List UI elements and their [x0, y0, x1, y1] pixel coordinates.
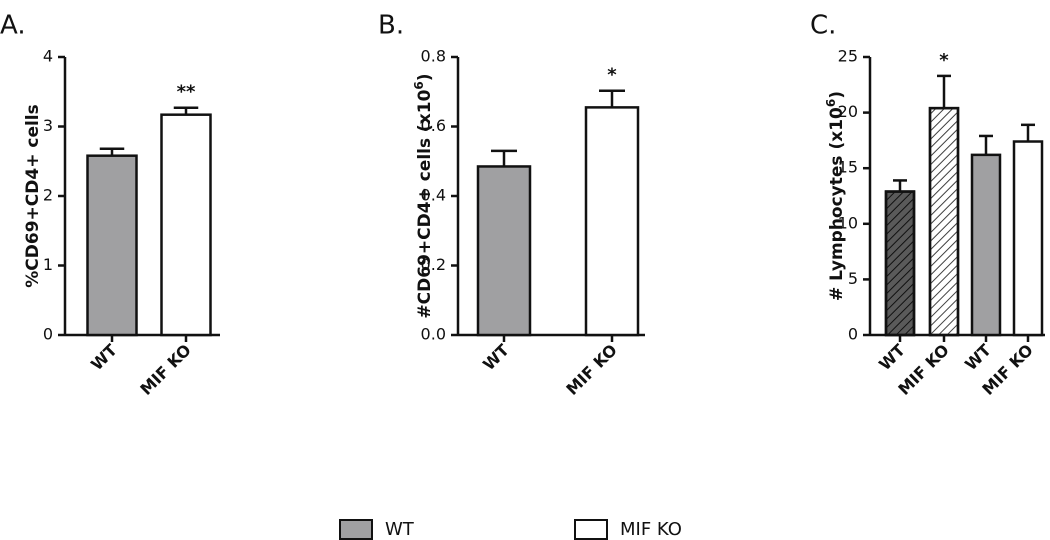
legend-swatch	[574, 519, 608, 540]
y-tick-label: 15	[838, 158, 858, 177]
y-tick-label: 0.2	[421, 255, 446, 274]
panel-label: B.	[378, 11, 404, 41]
y-axis-label-text: %CD69+CD4+ cells	[23, 104, 43, 287]
y-tick-label: 5	[848, 269, 858, 288]
significance-label: **	[177, 82, 196, 103]
x-tick-label: MIF KO	[136, 340, 194, 398]
legend-swatch	[339, 519, 373, 540]
y-tick-label: 0	[43, 325, 53, 344]
x-tick-label: WT	[875, 340, 909, 374]
y-tick-label: 0.8	[421, 47, 446, 66]
y-axis-label-text: #CD69+CD4+ cells (x10	[415, 89, 435, 318]
y-axis-label: #CD69+CD4+ cells (x106)	[412, 73, 435, 318]
y-tick-label: 0.0	[421, 325, 446, 344]
x-tick-label: MIF KO	[562, 340, 620, 398]
x-tick-label: WT	[87, 340, 121, 374]
legend-label: MIF KO	[620, 519, 682, 540]
y-tick-label: 0.4	[421, 186, 446, 205]
y-axis-label-end: )	[827, 91, 847, 99]
x-tick-label: WT	[479, 340, 513, 374]
bar	[86, 154, 138, 337]
y-tick-label: 20	[838, 102, 858, 121]
y-tick-label: 1	[43, 255, 53, 274]
bar	[1012, 140, 1044, 337]
y-tick-label: 3	[43, 116, 53, 135]
y-axis-label: # Lymphocytes (x106)	[824, 91, 847, 301]
bar	[160, 113, 212, 337]
significance-label: *	[939, 50, 949, 71]
y-tick-label: 10	[838, 213, 858, 232]
panel-label: C.	[810, 11, 836, 41]
y-axis-label-sup: 6	[824, 99, 838, 107]
legend-label: WT	[385, 519, 415, 540]
bar-hatch	[928, 106, 960, 337]
bar	[584, 106, 640, 337]
y-axis-label-end: )	[415, 73, 435, 81]
y-tick-label: 0	[848, 325, 858, 344]
bar	[476, 165, 532, 337]
bar	[970, 153, 1002, 337]
y-tick-label: 25	[838, 47, 858, 66]
significance-label: *	[607, 65, 617, 86]
y-axis-label: %CD69+CD4+ cells	[23, 104, 43, 287]
panel-label: A.	[0, 11, 26, 41]
y-axis-label-sup: 6	[412, 81, 426, 89]
bar-hatch	[884, 190, 916, 337]
y-tick-label: 4	[43, 47, 53, 66]
y-tick-label: 2	[43, 186, 53, 205]
y-tick-label: 0.6	[421, 116, 446, 135]
y-axis-label-text: # Lymphocytes (x10	[827, 107, 847, 301]
x-tick-label: WT	[961, 340, 995, 374]
